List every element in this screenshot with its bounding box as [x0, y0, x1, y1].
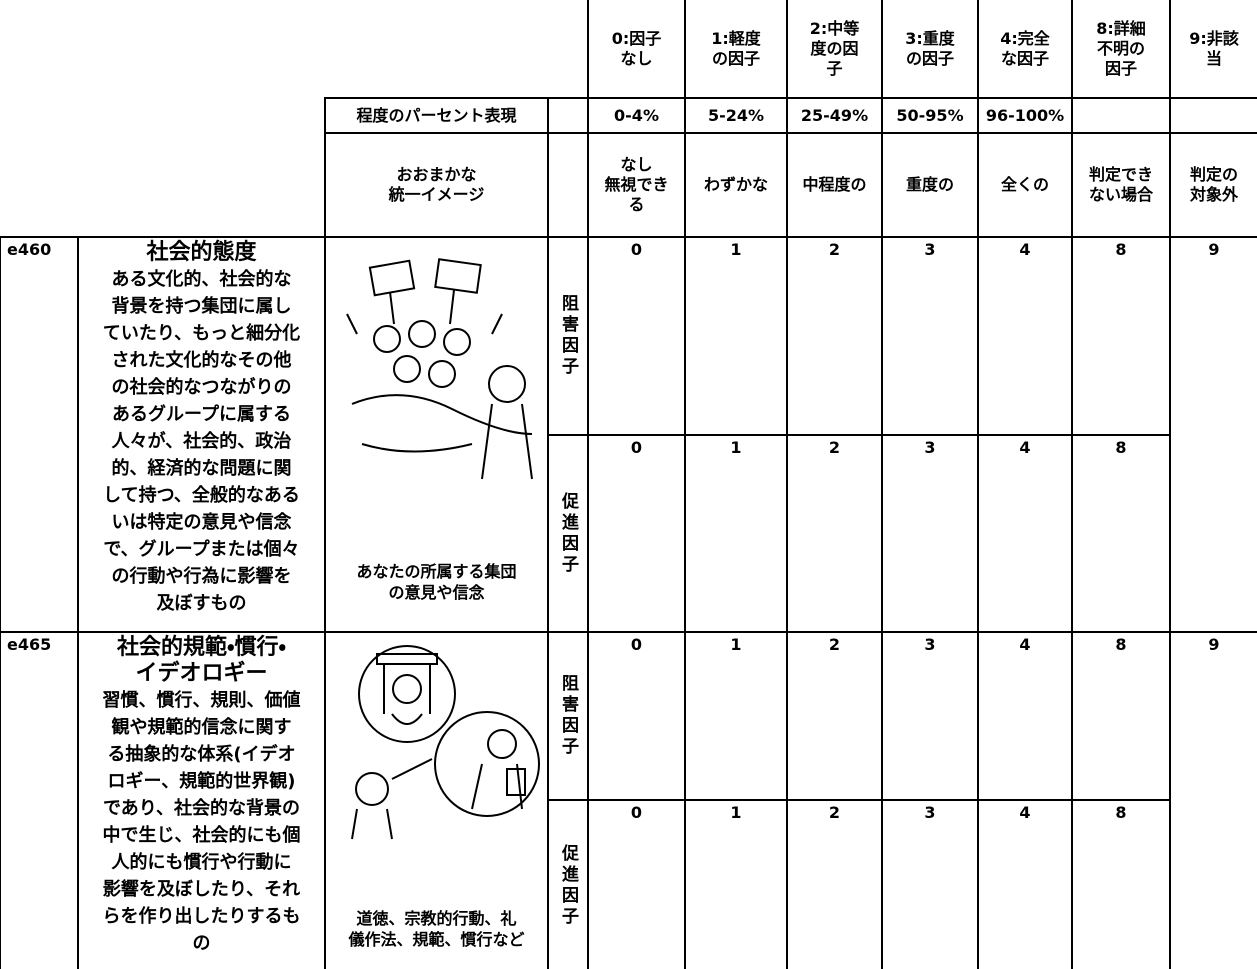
score-cell: 1 — [684, 236, 788, 436]
item-text: 習慣、慣行、規則、価値 観や規範的信念に関す る抽象的な体系(イデオ ロギー、規… — [102, 690, 301, 954]
illustration-cell: 道徳、宗教的行動、礼 儀作法、規範、慣行など — [324, 631, 549, 969]
score-cell: 3 — [881, 236, 979, 436]
image-cell: わずかな — [684, 132, 788, 238]
illustration-cell: あなたの所属する集団 の意見や信念 — [324, 236, 549, 633]
item-title: 社会的態度 — [146, 240, 257, 265]
item-text: ある文化的、社会的な 背景を持つ集団に属し ていたり、もっと細分化 された文化的… — [102, 269, 301, 614]
barrier-label: 阻害因子 — [547, 631, 589, 801]
item-code: e465 — [0, 631, 79, 969]
item-code: e460 — [0, 236, 79, 633]
illustration-caption: 道徳、宗教的行動、礼 儀作法、規範、慣行など — [348, 909, 525, 949]
score-cell: 8 — [1071, 236, 1171, 436]
score-cell: 3 — [881, 631, 979, 801]
score-cell: 3 — [881, 799, 979, 969]
column-header: 9:非該 当 — [1169, 0, 1257, 99]
empty-cell — [547, 97, 589, 134]
image-cell: 判定でき ない場合 — [1071, 132, 1171, 238]
score-cell: 4 — [977, 236, 1073, 436]
item-description: 社会的態度ある文化的、社会的な 背景を持つ集団に属し ていたり、もっと細分化 さ… — [77, 236, 326, 633]
item-title: 社会的規範・慣行・ イデオロギー — [117, 635, 286, 686]
score-cell: 0 — [587, 799, 686, 969]
score-cell: 0 — [587, 434, 686, 633]
percent-cell: 50-95% — [881, 97, 979, 134]
illustration-caption: あなたの所属する集団 の意見や信念 — [356, 562, 517, 602]
illustration — [351, 645, 540, 840]
image-cell: 判定の 対象外 — [1169, 132, 1257, 238]
score-cell: 1 — [684, 799, 788, 969]
score-cell: 1 — [684, 434, 788, 633]
score-cell: 2 — [786, 236, 883, 436]
row-label: おおまかな 統一イメージ — [324, 132, 549, 238]
score-cell: 1 — [684, 631, 788, 801]
image-cell: なし 無視でき る — [587, 132, 686, 238]
row-label: 程度のパーセント表現 — [324, 97, 549, 134]
column-header: 8:詳細 不明の 因子 — [1071, 0, 1171, 99]
facilitator-label: 促進因子 — [547, 799, 589, 969]
percent-cell: 25-49% — [786, 97, 883, 134]
score-cell: 8 — [1071, 434, 1171, 633]
score-cell: 4 — [977, 799, 1073, 969]
score-cell: 9 — [1169, 236, 1257, 633]
score-cell: 8 — [1071, 799, 1171, 969]
item-description: 社会的規範・慣行・ イデオロギー 習慣、慣行、規則、価値 観や規範的信念に関す る… — [77, 631, 326, 969]
illustration — [346, 258, 533, 480]
percent-cell: 96-100% — [977, 97, 1073, 134]
score-cell: 2 — [786, 799, 883, 969]
score-cell: 4 — [977, 631, 1073, 801]
empty-cell — [547, 132, 589, 238]
barrier-label: 阻害因子 — [547, 236, 589, 436]
image-cell: 全くの — [977, 132, 1073, 238]
percent-cell — [1071, 97, 1171, 134]
column-header: 1:軽度 の因子 — [684, 0, 788, 99]
score-cell: 4 — [977, 434, 1073, 633]
column-header: 0:因子 なし — [587, 0, 686, 99]
percent-cell: 0-4% — [587, 97, 686, 134]
percent-cell: 5-24% — [684, 97, 788, 134]
score-cell: 9 — [1169, 631, 1257, 969]
column-header: 2:中等 度の因 子 — [786, 0, 883, 99]
score-cell: 8 — [1071, 631, 1171, 801]
score-cell: 3 — [881, 434, 979, 633]
image-cell: 重度の — [881, 132, 979, 238]
score-cell: 2 — [786, 434, 883, 633]
column-header: 4:完全 な因子 — [977, 0, 1073, 99]
facilitator-label: 促進因子 — [547, 434, 589, 633]
image-cell: 中程度の — [786, 132, 883, 238]
percent-cell — [1169, 97, 1257, 134]
score-cell: 0 — [587, 236, 686, 436]
column-header: 3:重度 の因子 — [881, 0, 979, 99]
score-cell: 2 — [786, 631, 883, 801]
score-cell: 0 — [587, 631, 686, 801]
